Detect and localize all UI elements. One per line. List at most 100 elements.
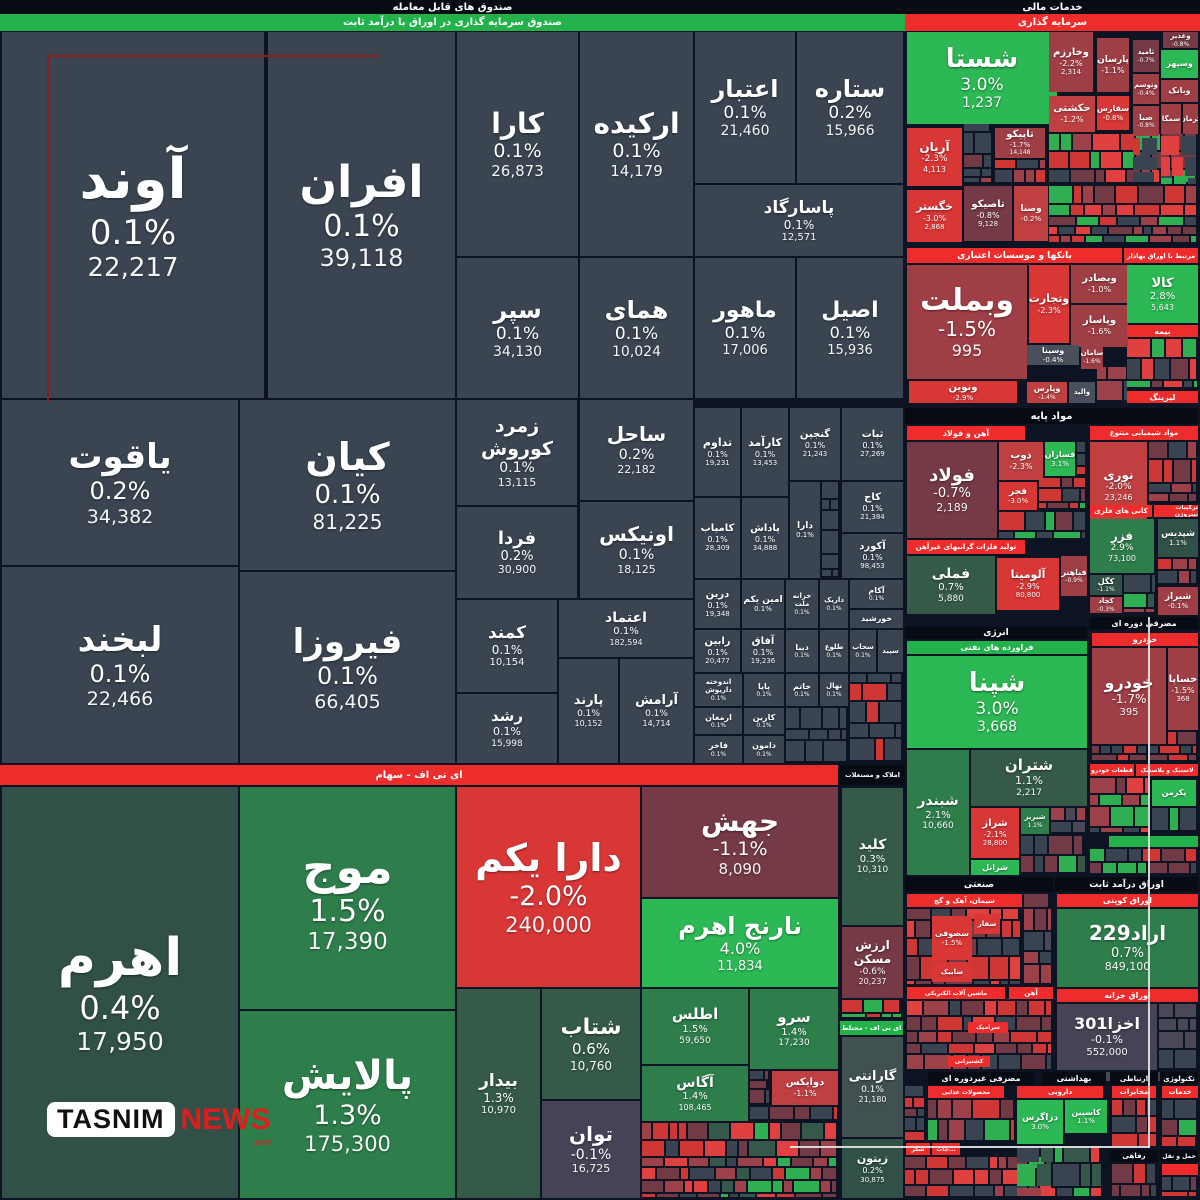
mosaic-tile[interactable] [1090, 778, 1115, 793]
mosaic-tile[interactable] [905, 1109, 916, 1116]
mosaic-tile[interactable] [1046, 1157, 1051, 1168]
treemap-tile[interactable]: اندوخته داریوش 0.1% [695, 674, 742, 706]
mosaic-tile[interactable] [1037, 532, 1052, 538]
mosaic-tile[interactable] [801, 708, 821, 728]
mosaic-tile[interactable] [975, 133, 991, 153]
mosaic-tile[interactable] [1059, 856, 1076, 872]
treemap-tile[interactable]: آگاس 1.4% 108,465 [642, 1066, 748, 1121]
mosaic-tile[interactable] [1026, 512, 1044, 530]
mosaic-tile[interactable] [773, 1168, 784, 1179]
mosaic-tile[interactable] [685, 1181, 692, 1192]
mosaic-tile[interactable] [1081, 489, 1085, 501]
mosaic-tile[interactable] [1164, 381, 1182, 387]
mosaic-tile[interactable] [1124, 594, 1146, 607]
mosaic-tile[interactable] [1159, 1019, 1176, 1030]
mosaic-tile[interactable] [1024, 932, 1043, 950]
mosaic-tile[interactable] [1175, 1004, 1196, 1017]
mosaic-tile[interactable] [982, 169, 991, 176]
mosaic-tile[interactable] [1178, 732, 1196, 744]
treemap-tile[interactable]: اطلس 1.5% 59,650 [642, 989, 748, 1064]
treemap-tile[interactable]: دیبا 0.1% [786, 630, 818, 672]
mosaic-tile[interactable] [1093, 134, 1119, 150]
mosaic-tile[interactable] [822, 531, 838, 553]
mosaic-tile[interactable] [1049, 217, 1075, 225]
mosaic-tile[interactable] [1074, 186, 1081, 203]
mosaic-tile[interactable] [1169, 442, 1186, 458]
mosaic-tile[interactable] [1189, 559, 1196, 569]
mosaic-tile[interactable] [1193, 484, 1196, 492]
treemap-tile[interactable]: خساپا -1.5% 368 [1168, 648, 1198, 730]
mosaic-tile[interactable] [907, 1044, 920, 1053]
mosaic-tile[interactable] [1133, 172, 1154, 182]
mosaic-tile[interactable] [709, 1181, 720, 1192]
mosaic-tile[interactable] [1074, 478, 1085, 487]
treemap-tile[interactable]: سپید [878, 630, 903, 672]
mosaic-tile[interactable] [1169, 863, 1189, 873]
mosaic-tile[interactable] [1017, 1017, 1040, 1030]
mosaic-tile[interactable] [1091, 1188, 1101, 1196]
treemap-tile[interactable]: سمگا [1161, 104, 1181, 134]
mosaic-tile[interactable] [1148, 755, 1167, 760]
mosaic-tile[interactable] [880, 702, 901, 722]
mosaic-tile[interactable] [964, 133, 973, 153]
treemap-tile[interactable]: اعتبار 0.1% 21,460 [695, 32, 795, 183]
mosaic-tile[interactable] [867, 702, 878, 722]
treemap-tile[interactable]: وسپهر [1161, 50, 1198, 78]
mosaic-tile[interactable] [1186, 186, 1196, 203]
treemap-tile[interactable]: شستا 3.0% 1,237 [907, 32, 1057, 124]
mosaic-tile[interactable] [907, 1001, 922, 1015]
mosaic-tile[interactable] [1074, 836, 1082, 854]
treemap-tile[interactable]: وبصادر -1.0% [1071, 265, 1128, 303]
mosaic-tile[interactable] [1090, 807, 1109, 826]
mosaic-tile[interactable] [721, 1194, 728, 1197]
mosaic-tile[interactable] [1152, 808, 1168, 830]
mosaic-tile[interactable] [794, 1181, 819, 1192]
mosaic-tile[interactable] [1142, 359, 1153, 379]
mosaic-tile[interactable] [1142, 1185, 1149, 1196]
mosaic-tile[interactable] [1090, 863, 1101, 873]
mosaic-tile[interactable] [1080, 503, 1085, 508]
mosaic-tile[interactable] [1173, 559, 1187, 569]
mosaic-tile[interactable] [863, 684, 886, 700]
mosaic-tile[interactable] [1092, 227, 1107, 234]
mosaic-tile[interactable] [1161, 178, 1172, 184]
mosaic-tile[interactable] [1051, 808, 1064, 820]
treemap-tile[interactable]: سابیک [932, 962, 972, 982]
mosaic-tile[interactable] [1041, 1146, 1053, 1162]
treemap-tile[interactable]: آرامش 0.1% 14,714 [620, 659, 693, 763]
treemap-tile[interactable]: کالا 2.8% 5,643 [1127, 265, 1198, 323]
mosaic-tile[interactable] [735, 1181, 746, 1192]
mosaic-tile[interactable] [737, 1168, 749, 1179]
treemap-tile[interactable]: فیروزا 0.1% 66,405 [240, 572, 455, 763]
treemap-tile[interactable]: ماهور 0.1% 17,006 [695, 258, 795, 398]
treemap-tile[interactable]: وسینا -0.4% [1027, 345, 1079, 365]
mosaic-tile[interactable] [1141, 795, 1148, 805]
mosaic-tile[interactable] [1141, 217, 1157, 225]
mosaic-tile[interactable] [679, 1123, 686, 1139]
mosaic-tile[interactable] [1165, 186, 1184, 203]
mosaic-tile[interactable] [907, 1055, 923, 1069]
mosaic-tile[interactable] [885, 739, 901, 760]
mosaic-tile[interactable] [806, 741, 822, 761]
mosaic-tile[interactable] [949, 1120, 964, 1140]
mosaic-tile[interactable] [1162, 1177, 1171, 1190]
mosaic-tile[interactable] [748, 1181, 771, 1192]
treemap-tile[interactable]: همای 0.1% 10,024 [580, 258, 693, 398]
mosaic-tile[interactable] [792, 1158, 812, 1166]
mosaic-tile[interactable] [1017, 1188, 1041, 1196]
treemap-tile[interactable]: کچاد -0.3% [1090, 597, 1122, 613]
mosaic-tile[interactable] [1104, 236, 1124, 242]
treemap-tile[interactable]: دزاگرس 3.0% [1017, 1100, 1063, 1144]
mosaic-tile[interactable] [1090, 828, 1099, 832]
mosaic-tile[interactable] [755, 1123, 768, 1139]
mosaic-tile[interactable] [952, 909, 965, 919]
mosaic-tile[interactable] [1046, 1001, 1051, 1015]
mosaic-tile[interactable] [1061, 236, 1070, 242]
mosaic-tile[interactable] [784, 1181, 792, 1192]
mosaic-tile[interactable] [1095, 186, 1114, 203]
treemap-tile[interactable]: وپارس -1.4% [1027, 382, 1067, 403]
mosaic-tile[interactable] [907, 909, 930, 919]
mosaic-tile[interactable] [1185, 1032, 1196, 1048]
mosaic-tile[interactable] [907, 921, 914, 937]
mosaic-tile[interactable] [1003, 939, 1019, 955]
